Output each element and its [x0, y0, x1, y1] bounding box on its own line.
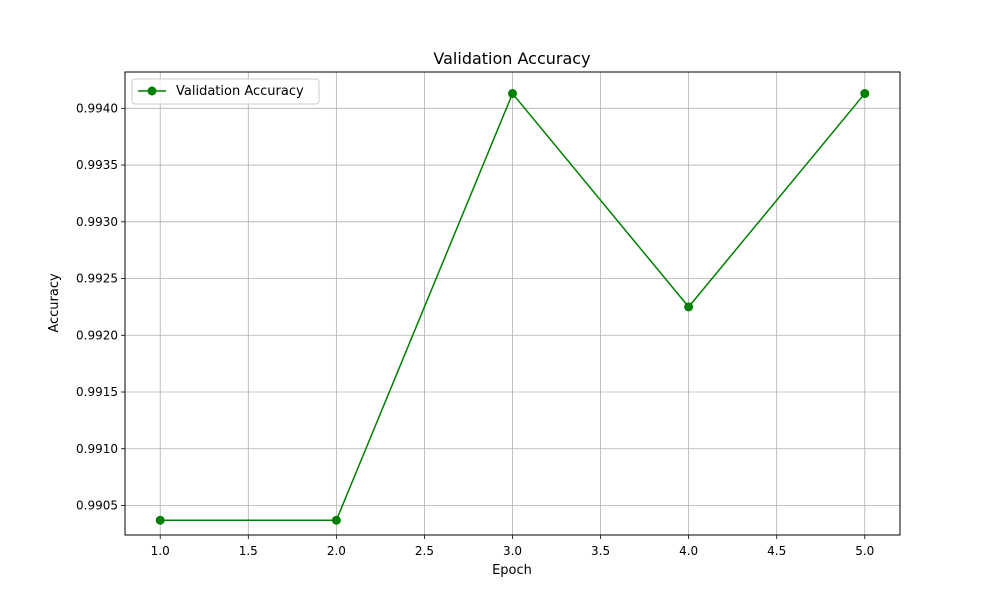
y-tick-label: 0.9910 — [76, 442, 118, 456]
y-axis-ticks: 0.9905 0.9910 0.9915 0.9920 0.9925 0.9930 0.99… — [76, 101, 125, 512]
legend-marker-swatch — [147, 86, 157, 96]
chart-title: Validation Accuracy — [433, 49, 590, 68]
x-tick-label: 5.0 — [855, 544, 874, 558]
data-point — [508, 89, 517, 99]
x-tick-label: 2.0 — [327, 544, 346, 558]
y-tick-label: 0.9920 — [76, 328, 118, 342]
y-tick-label: 0.9940 — [76, 101, 118, 115]
grid-lines — [125, 72, 900, 535]
x-tick-label: 3.5 — [591, 544, 610, 558]
x-tick-label: 3.0 — [503, 544, 522, 558]
data-point — [155, 515, 165, 525]
legend-box — [131, 78, 320, 105]
x-tick-label: 4.0 — [679, 544, 698, 558]
x-axis-ticks: 1.0 1.5 2.0 2.5 3.0 3.5 4.0 4.5 5.0 — [151, 535, 874, 558]
y-tick-label: 0.9930 — [76, 215, 118, 229]
x-tick-label: 1.0 — [151, 544, 170, 558]
data-point — [684, 302, 694, 312]
series-layer — [155, 89, 870, 525]
y-axis-label: Accuracy — [47, 273, 62, 333]
legend-entry-label: Validation Accuracy — [176, 84, 304, 99]
x-tick-label: 4.5 — [767, 544, 786, 558]
y-tick-label: 0.9905 — [76, 498, 118, 512]
x-axis-label: Epoch — [492, 563, 532, 578]
x-tick-label: 1.5 — [239, 544, 258, 558]
y-tick-label: 0.9925 — [76, 272, 118, 286]
data-point — [331, 515, 341, 525]
x-tick-label: 2.5 — [415, 544, 434, 558]
data-point — [860, 89, 870, 99]
y-tick-label: 0.9935 — [76, 158, 118, 172]
legend: Validation Accuracy — [131, 78, 320, 105]
y-tick-label: 0.9915 — [76, 385, 118, 399]
